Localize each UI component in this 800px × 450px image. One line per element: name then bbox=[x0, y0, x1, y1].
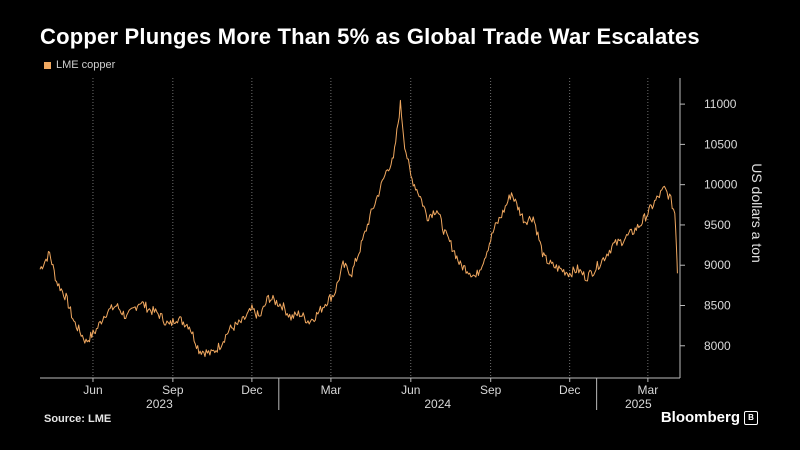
x-tick-label: Jun bbox=[401, 383, 420, 397]
y-tick-label: 11000 bbox=[704, 97, 737, 111]
x-tick-label: Jun bbox=[83, 383, 102, 397]
y-tick-label: 8000 bbox=[704, 339, 731, 353]
chart-title: Copper Plunges More Than 5% as Global Tr… bbox=[40, 24, 700, 49]
source-note: Source: LME bbox=[44, 413, 112, 425]
y-tick-label: 10000 bbox=[704, 178, 738, 192]
x-tick-label: Mar bbox=[638, 383, 659, 397]
brand-logo: Bloomberg B bbox=[661, 409, 758, 426]
y-tick-label: 8500 bbox=[704, 299, 731, 313]
x-tick-label: Dec bbox=[559, 383, 580, 397]
year-label: 2024 bbox=[424, 397, 451, 411]
y-tick-label: 9000 bbox=[704, 258, 731, 272]
year-label: 2025 bbox=[625, 397, 652, 411]
legend-swatch bbox=[44, 61, 51, 69]
series-line-lme-copper bbox=[39, 99, 678, 358]
y-axis-title: US dollars a ton bbox=[749, 163, 765, 263]
year-label: 2023 bbox=[146, 397, 173, 411]
x-tick-label: Mar bbox=[321, 383, 342, 397]
brand-name: Bloomberg bbox=[660, 409, 740, 426]
legend-label: LME copper bbox=[56, 59, 116, 71]
x-tick-label: Sep bbox=[480, 383, 502, 397]
x-tick-label: Sep bbox=[162, 383, 184, 397]
legend: LME copper bbox=[44, 59, 115, 71]
x-tick-label: Dec bbox=[241, 383, 262, 397]
y-tick-label: 9500 bbox=[704, 218, 731, 232]
y-tick-label: 10500 bbox=[704, 137, 738, 151]
bloomberg-logo-icon: B bbox=[744, 410, 758, 425]
